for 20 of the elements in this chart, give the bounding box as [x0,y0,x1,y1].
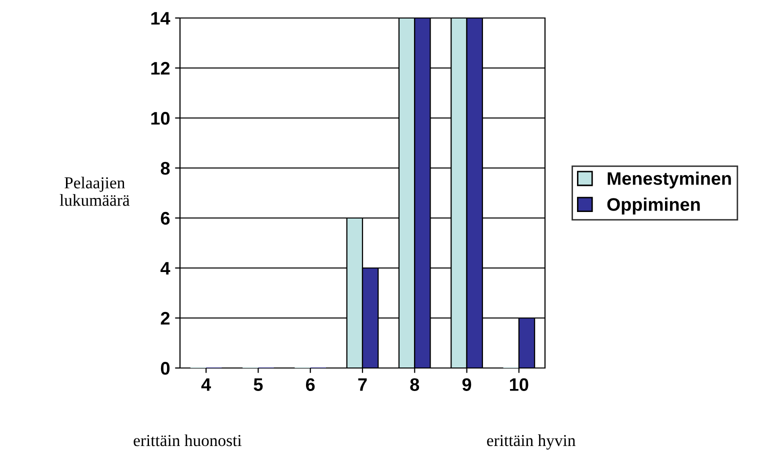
x-tick-label: 5 [254,378,263,391]
x-tick-label: 9 [462,378,472,391]
text: erittäin hyvin [487,434,576,450]
y-tick-label: 14 [151,12,170,25]
legend-label: Oppiminen [607,198,700,214]
y-tick-label: 8 [160,162,170,175]
text: erittäin huonosti [134,434,242,446]
x-tick-label: 6 [306,378,315,391]
y-tick-label: 4 [160,262,170,275]
x-tick-label: 10 [510,378,528,391]
y-tick-label: 6 [160,212,170,225]
y-tick-label: 12 [151,62,170,75]
x-tick-label: 7 [358,378,367,391]
x-tick-label: 4 [201,378,211,391]
legend-label: Menestyminen [608,172,731,188]
x-tick-label: 8 [410,378,420,391]
y-tick-label: 2 [160,312,170,325]
y-axis-title: Pelaajien lukumäärä [60,176,130,206]
y-tick-label: 0 [160,362,170,375]
y-tick-label: 10 [151,112,170,125]
